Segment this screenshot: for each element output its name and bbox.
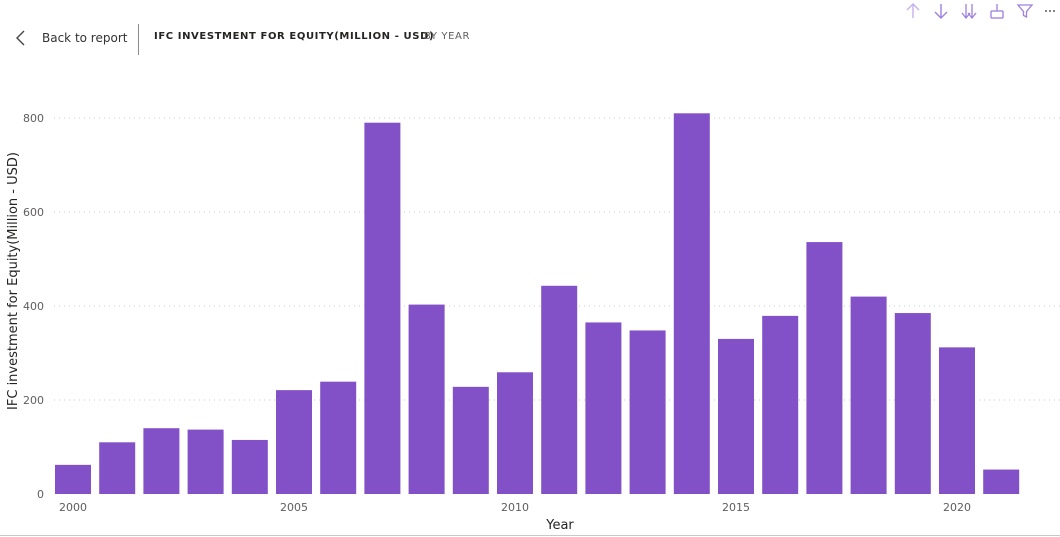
- visual-bottom-border: [0, 535, 1060, 536]
- x-tick-label: 2005: [280, 501, 308, 514]
- bar-2009: [452, 386, 489, 494]
- bar-2001: [99, 442, 136, 494]
- x-tick-label: 2015: [722, 501, 750, 514]
- bar-2006: [320, 381, 357, 494]
- bar-2019: [894, 313, 931, 494]
- bar-2015: [718, 338, 754, 494]
- x-axis-title: Year: [545, 518, 574, 533]
- more-options-icon: [1045, 10, 1055, 12]
- bar-chart: 0 200 400 600 800 2000 2005 2010 2015 2020 Year IFC…: [6, 112, 1060, 533]
- chevron-left-icon: [16, 30, 25, 46]
- bar-2007: [364, 122, 401, 494]
- x-tick-label: 2020: [943, 501, 971, 514]
- bar-2005: [276, 390, 312, 494]
- y-tick-label: 0: [37, 488, 44, 501]
- y-tick-label: 200: [23, 394, 44, 407]
- visual-toolbar: [904, 2, 1056, 20]
- x-tick-label: 2010: [501, 501, 529, 514]
- header-divider: [138, 24, 139, 55]
- drill-down-button[interactable]: [932, 2, 950, 20]
- x-tick-label: 2000: [59, 501, 87, 514]
- bar-2002: [143, 428, 180, 494]
- arrow-down-icon: [934, 4, 948, 19]
- bar-2011: [541, 285, 578, 494]
- y-axis-title: IFC investment for Equity(Million - USD): [6, 152, 21, 410]
- drill-up-button[interactable]: [904, 2, 922, 20]
- bar-2004: [231, 439, 268, 494]
- filter-icon: [1016, 4, 1034, 19]
- filter-button[interactable]: [1016, 2, 1034, 20]
- y-tick-label: 800: [23, 112, 44, 125]
- back-to-report-label: Back to report: [42, 31, 128, 45]
- arrow-up-icon: [906, 3, 920, 18]
- bar-2018: [850, 296, 887, 494]
- bar-2012: [585, 322, 622, 494]
- next-level-button[interactable]: [960, 2, 978, 20]
- visual-header: Back to report IFC INVESTMENT FOR EQUITY…: [0, 0, 1060, 60]
- bar-2003: [187, 429, 224, 494]
- more-options-button[interactable]: [1044, 2, 1056, 20]
- double-arrow-down-icon: [961, 4, 977, 20]
- bar-2017: [806, 242, 843, 494]
- expand-hierarchy-button[interactable]: [988, 2, 1006, 20]
- bar-2010: [497, 372, 533, 494]
- bar-2016: [762, 315, 799, 494]
- back-to-report-button[interactable]: Back to report: [14, 26, 127, 50]
- visual-subtitle: BY YEAR: [424, 31, 471, 42]
- y-tick-label: 400: [23, 300, 44, 313]
- y-tick-label: 600: [23, 206, 44, 219]
- bar-2013: [629, 330, 666, 494]
- bar-2000: [55, 464, 91, 494]
- visual-title: IFC INVESTMENT FOR EQUITY(MILLION - USD): [154, 31, 435, 42]
- expand-hierarchy-icon: [990, 4, 1004, 19]
- bar-2008: [408, 304, 445, 494]
- bar-2021: [983, 469, 1020, 494]
- bar-2014: [673, 113, 710, 495]
- bar-2020: [939, 347, 975, 494]
